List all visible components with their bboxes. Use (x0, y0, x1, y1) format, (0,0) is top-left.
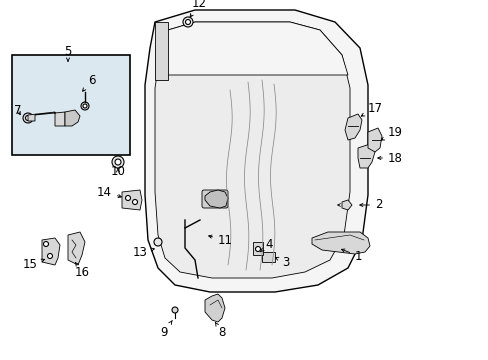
Circle shape (83, 104, 87, 108)
Polygon shape (155, 22, 349, 278)
Circle shape (183, 17, 193, 27)
Polygon shape (341, 200, 351, 210)
Text: 16: 16 (75, 262, 90, 279)
Text: 5: 5 (64, 45, 72, 61)
Polygon shape (155, 22, 168, 80)
Text: 15: 15 (23, 258, 44, 271)
Polygon shape (160, 22, 347, 75)
Circle shape (25, 116, 30, 121)
Text: 17: 17 (361, 102, 382, 116)
Polygon shape (68, 232, 85, 265)
Polygon shape (65, 110, 80, 126)
Circle shape (185, 19, 190, 24)
FancyBboxPatch shape (202, 190, 227, 208)
Circle shape (154, 238, 162, 246)
Text: 14: 14 (97, 185, 121, 198)
Text: 19: 19 (381, 126, 402, 140)
Text: 18: 18 (377, 152, 402, 165)
Text: 12: 12 (190, 0, 206, 17)
Circle shape (172, 307, 178, 313)
Polygon shape (345, 114, 361, 140)
Polygon shape (28, 112, 65, 126)
Text: 7: 7 (14, 104, 21, 117)
Polygon shape (252, 242, 263, 255)
Polygon shape (367, 128, 381, 152)
Circle shape (255, 247, 260, 252)
Text: 8: 8 (215, 323, 225, 338)
Circle shape (81, 102, 89, 110)
Bar (12, 55, 130, 155)
Circle shape (112, 156, 124, 168)
Text: 11: 11 (208, 234, 232, 247)
Polygon shape (122, 190, 142, 210)
Polygon shape (42, 238, 60, 265)
Circle shape (132, 199, 137, 204)
Polygon shape (145, 10, 367, 292)
Polygon shape (204, 190, 227, 208)
Text: 1: 1 (341, 249, 362, 262)
Circle shape (43, 242, 48, 247)
Circle shape (115, 159, 121, 165)
Text: 13: 13 (133, 246, 154, 258)
Polygon shape (204, 294, 224, 322)
Polygon shape (357, 144, 374, 168)
Circle shape (47, 253, 52, 258)
Text: 3: 3 (275, 256, 289, 269)
Text: 6: 6 (82, 73, 95, 91)
Text: 4: 4 (260, 238, 272, 252)
Circle shape (23, 113, 33, 123)
Text: 2: 2 (359, 198, 382, 211)
Polygon shape (262, 252, 274, 262)
Circle shape (125, 195, 130, 201)
Text: 10: 10 (110, 165, 125, 178)
Text: 9: 9 (160, 320, 172, 338)
Polygon shape (311, 232, 369, 254)
